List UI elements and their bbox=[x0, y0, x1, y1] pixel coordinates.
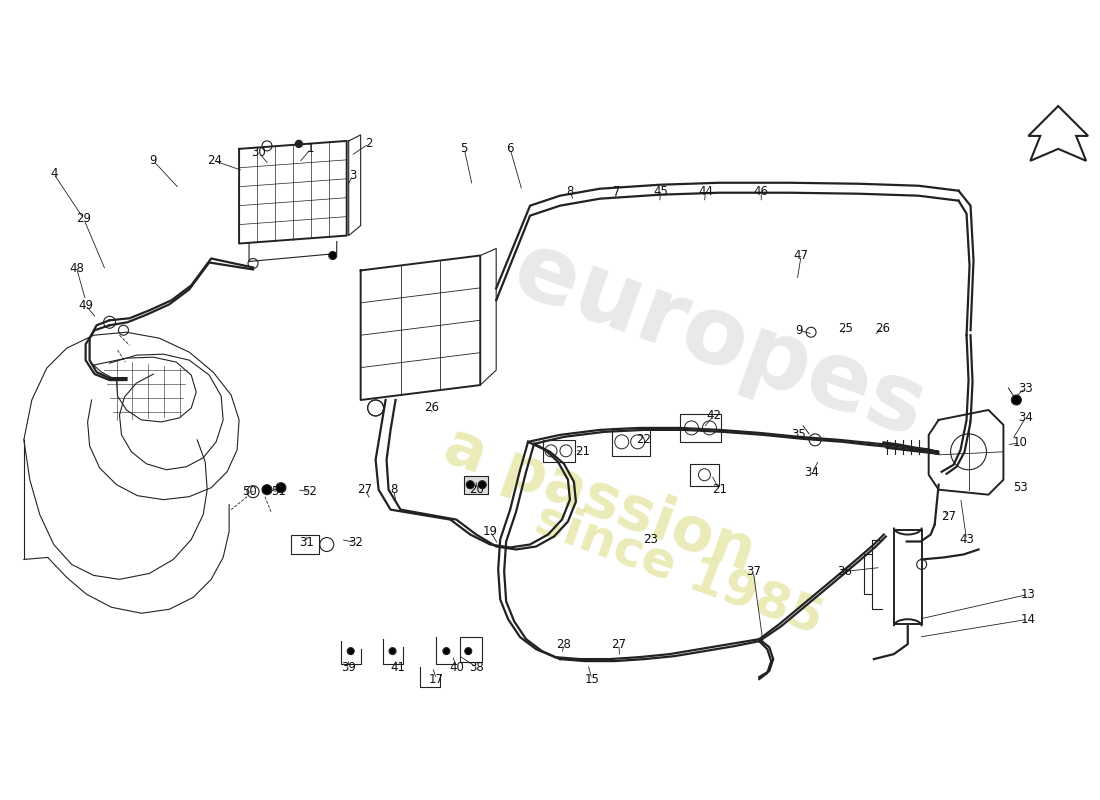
Bar bbox=[612, 428, 650, 456]
Text: 41: 41 bbox=[390, 661, 405, 674]
Text: 24: 24 bbox=[207, 154, 222, 167]
Text: 32: 32 bbox=[349, 536, 363, 549]
Bar bbox=[464, 476, 488, 494]
Text: 42: 42 bbox=[706, 410, 721, 422]
Text: 21: 21 bbox=[712, 483, 727, 496]
Text: 49: 49 bbox=[78, 299, 94, 312]
Text: 31: 31 bbox=[299, 536, 315, 549]
Text: 33: 33 bbox=[1018, 382, 1033, 394]
Text: 36: 36 bbox=[837, 565, 852, 578]
Text: 3: 3 bbox=[349, 170, 356, 182]
Text: 9: 9 bbox=[795, 324, 803, 337]
Bar bbox=[894, 530, 922, 624]
Circle shape bbox=[348, 648, 354, 654]
Text: 47: 47 bbox=[793, 249, 808, 262]
Circle shape bbox=[466, 481, 474, 489]
Text: 35: 35 bbox=[791, 428, 805, 442]
Circle shape bbox=[389, 648, 396, 654]
Text: 45: 45 bbox=[653, 186, 668, 198]
Text: 26: 26 bbox=[424, 402, 439, 414]
Circle shape bbox=[262, 485, 272, 494]
Text: 51: 51 bbox=[272, 485, 286, 498]
Bar bbox=[543, 440, 575, 462]
Text: 4: 4 bbox=[50, 167, 57, 180]
Text: 15: 15 bbox=[584, 673, 600, 686]
Text: 39: 39 bbox=[341, 661, 356, 674]
Text: 37: 37 bbox=[746, 565, 761, 578]
Bar bbox=[690, 464, 719, 486]
Text: 52: 52 bbox=[302, 485, 317, 498]
Bar bbox=[460, 637, 482, 662]
Text: 5: 5 bbox=[461, 142, 468, 155]
Circle shape bbox=[276, 482, 286, 493]
Text: 8: 8 bbox=[566, 186, 573, 198]
Text: 22: 22 bbox=[636, 434, 651, 446]
Text: 2: 2 bbox=[365, 138, 373, 150]
Text: 14: 14 bbox=[1021, 613, 1036, 626]
Bar bbox=[290, 534, 319, 554]
Text: 26: 26 bbox=[876, 322, 890, 334]
Text: 53: 53 bbox=[1013, 481, 1027, 494]
Text: 6: 6 bbox=[506, 142, 514, 155]
Text: 7: 7 bbox=[613, 186, 620, 198]
Text: since 1985: since 1985 bbox=[529, 495, 830, 644]
Text: 34: 34 bbox=[804, 466, 820, 479]
Text: 8: 8 bbox=[389, 483, 397, 496]
Text: 43: 43 bbox=[959, 533, 974, 546]
Text: 27: 27 bbox=[358, 483, 372, 496]
Text: 20: 20 bbox=[469, 483, 484, 496]
Text: 46: 46 bbox=[754, 186, 769, 198]
Text: 48: 48 bbox=[69, 262, 84, 275]
Text: 27: 27 bbox=[612, 638, 626, 650]
Circle shape bbox=[329, 251, 337, 259]
Text: 21: 21 bbox=[575, 446, 591, 458]
Circle shape bbox=[478, 481, 486, 489]
Text: europes: europes bbox=[502, 223, 937, 457]
Text: 34: 34 bbox=[1018, 411, 1033, 425]
Text: 25: 25 bbox=[838, 322, 854, 334]
Circle shape bbox=[443, 648, 450, 654]
Text: 50: 50 bbox=[242, 485, 256, 498]
Text: 19: 19 bbox=[483, 525, 497, 538]
Bar bbox=[680, 414, 722, 442]
Circle shape bbox=[296, 141, 303, 147]
Text: 9: 9 bbox=[150, 154, 157, 167]
Text: 29: 29 bbox=[76, 212, 91, 225]
Text: 1: 1 bbox=[307, 142, 315, 155]
Text: 30: 30 bbox=[252, 146, 266, 159]
Text: 28: 28 bbox=[557, 638, 571, 650]
Text: 10: 10 bbox=[1013, 436, 1027, 450]
Text: 38: 38 bbox=[469, 661, 484, 674]
Text: 13: 13 bbox=[1021, 588, 1036, 601]
Text: 27: 27 bbox=[942, 510, 956, 523]
Circle shape bbox=[465, 648, 472, 654]
Text: a passion: a passion bbox=[437, 416, 763, 583]
Text: 17: 17 bbox=[429, 673, 444, 686]
Text: 40: 40 bbox=[449, 661, 464, 674]
Text: 23: 23 bbox=[644, 533, 658, 546]
Text: 44: 44 bbox=[698, 186, 713, 198]
Circle shape bbox=[1011, 395, 1022, 405]
